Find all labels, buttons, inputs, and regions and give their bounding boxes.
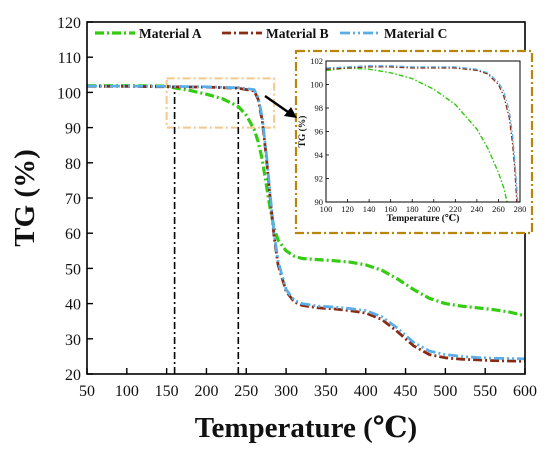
x-tick-label-200: 200 — [194, 383, 218, 400]
y-tick-label-70: 70 — [65, 191, 81, 208]
x-tick-label-450: 450 — [394, 383, 418, 400]
inset-series-line-material-a — [325, 67, 508, 203]
inset-series-line-material-c — [325, 65, 519, 203]
y-tick-label-100: 100 — [57, 85, 81, 102]
y-tick-label-120: 120 — [57, 15, 81, 32]
inset-x-tick-label-220: 220 — [449, 204, 462, 214]
inset-x-tick-label-260: 260 — [492, 204, 505, 214]
zoom-arrow-head — [284, 107, 297, 118]
inset-frame — [294, 49, 534, 235]
zoom-arrow-shaft — [264, 95, 289, 113]
x-axis-title: Temperature (℃) — [195, 412, 417, 444]
inset-y-tick-label-102: 102 — [310, 56, 323, 66]
y-tick-label-60: 60 — [65, 226, 81, 243]
inset-x-tick-label-240: 240 — [471, 204, 484, 214]
legend-label-material-b: Material B — [266, 26, 329, 41]
inset-y-tick-label-90: 90 — [315, 197, 324, 207]
x-tick-label-250: 250 — [234, 383, 258, 400]
x-tick-label-50: 50 — [79, 383, 95, 400]
inset-x-tick-label-140: 140 — [363, 204, 376, 214]
series-line-material-c — [87, 84, 526, 361]
y-tick-label-110: 110 — [58, 50, 81, 67]
y-axis-title: TG (%) — [9, 149, 41, 246]
x-tick-label-600: 600 — [513, 383, 537, 400]
x-tick-label-100: 100 — [115, 383, 139, 400]
series-line-material-a — [87, 84, 526, 318]
x-tick-label-550: 550 — [473, 383, 497, 400]
x-tick-label-300: 300 — [274, 383, 298, 400]
inset-x-tick-label-100: 100 — [320, 204, 333, 214]
inset-y-tick-label-100: 100 — [310, 80, 323, 90]
y-tick-label-30: 30 — [65, 332, 81, 349]
inset-x-axis-title: Temperature (℃) — [387, 213, 460, 224]
legend-label-material-c: Material C — [384, 26, 447, 41]
inset-y-tick-label-94: 94 — [315, 150, 324, 160]
x-tick-label-400: 400 — [354, 383, 378, 400]
series-line-material-b — [87, 85, 526, 363]
x-tick-label-150: 150 — [155, 383, 179, 400]
x-tick-label-350: 350 — [314, 383, 338, 400]
x-tick-label-500: 500 — [433, 383, 457, 400]
inset-x-tick-label-200: 200 — [427, 204, 440, 214]
y-tick-label-50: 50 — [65, 261, 81, 278]
inset-y-tick-label-98: 98 — [315, 103, 324, 113]
inset-y-tick-label-92: 92 — [315, 174, 324, 184]
inset-x-tick-label-120: 120 — [341, 204, 354, 214]
inset-y-axis-title: TG (%) — [297, 116, 308, 148]
y-tick-label-20: 20 — [65, 367, 81, 384]
inset-x-tick-label-280: 280 — [514, 204, 527, 214]
inset-y-tick-label-96: 96 — [315, 127, 324, 137]
y-tick-label-80: 80 — [65, 156, 81, 173]
inset-series-line-material-b — [325, 66, 518, 203]
y-tick-label-90: 90 — [65, 121, 81, 138]
inset-x-tick-label-160: 160 — [384, 204, 397, 214]
y-tick-label-40: 40 — [65, 297, 81, 314]
inset-x-tick-label-180: 180 — [406, 204, 419, 214]
legend-label-material-a: Material A — [139, 26, 202, 41]
